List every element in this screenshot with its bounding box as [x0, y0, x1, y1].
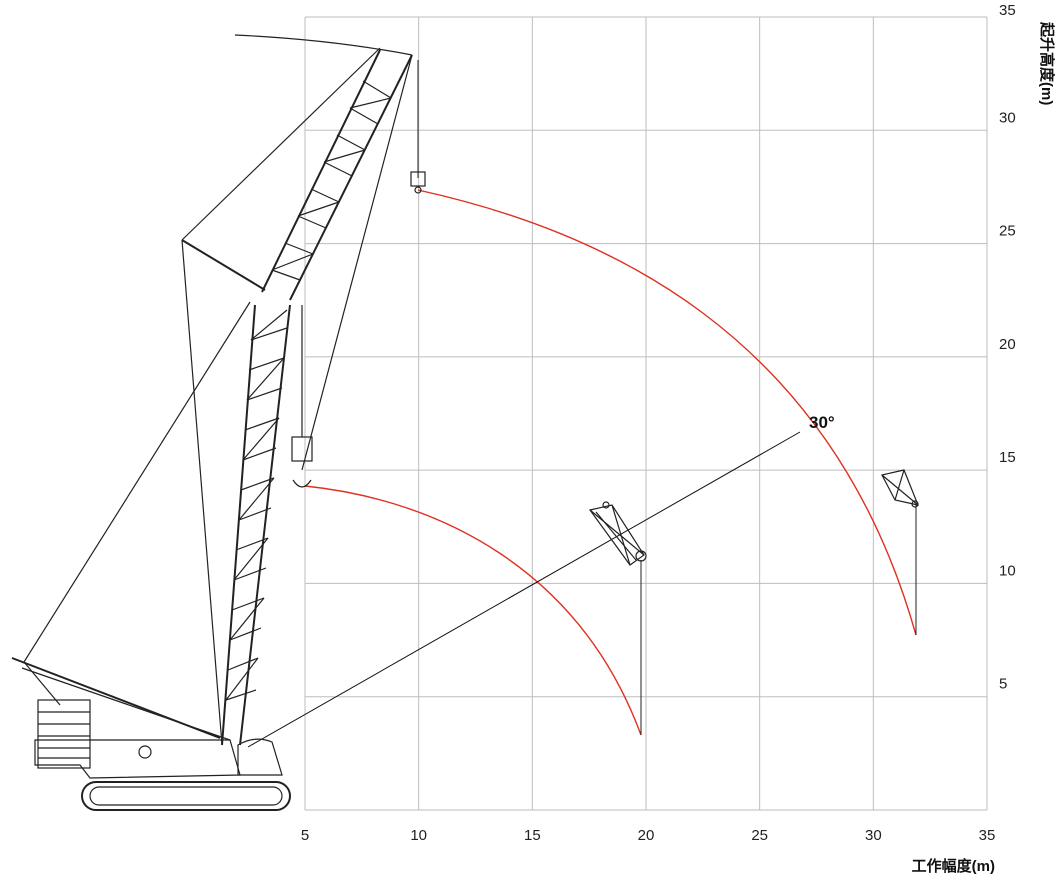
y-tick-label: 20	[999, 336, 1016, 353]
y-axis-title: 起升高度(m)	[1038, 21, 1056, 105]
y-tick-label: 15	[999, 449, 1016, 466]
working-range-arcs	[304, 189, 917, 736]
operator-cab	[237, 738, 283, 776]
x-tick-label: 5	[301, 827, 309, 844]
x-tick-label: 30	[865, 827, 882, 844]
y-axis-ticks: 5 10 15 20 25 30 35	[999, 2, 1016, 693]
main-boom-range-arc	[304, 485, 642, 736]
hook-lines	[417, 60, 917, 735]
auxiliary-hook-block	[410, 171, 426, 187]
luffing-jib	[261, 49, 413, 301]
counterweight-stack	[37, 699, 91, 769]
x-tick-label: 25	[751, 827, 768, 844]
y-tick-label: 25	[999, 223, 1016, 240]
angle-reference: 30°	[247, 413, 835, 748]
luffing-jib-range-arc	[417, 189, 917, 636]
y-tick-label: 5	[999, 676, 1007, 693]
main-boom	[221, 304, 291, 746]
crawler-crane	[11, 34, 426, 811]
y-tick-label: 10	[999, 562, 1016, 579]
x-axis-ticks: 5 10 15 20 25 30 35	[301, 827, 996, 844]
crawler-track	[81, 781, 291, 811]
chart-grid	[304, 16, 988, 811]
x-tick-label: 15	[524, 827, 541, 844]
jib-tip-figure-2	[881, 469, 919, 508]
thirty-degree-line	[247, 431, 801, 748]
crane-body	[34, 739, 241, 779]
angle-label: 30°	[809, 413, 835, 432]
jib-tip-figure-1	[588, 501, 647, 566]
x-tick-label: 20	[638, 827, 655, 844]
y-tick-label: 35	[999, 2, 1016, 19]
x-tick-label: 35	[979, 827, 996, 844]
main-hook-block	[291, 436, 313, 462]
x-axis-title: 工作幅度(m)	[912, 857, 995, 875]
x-tick-label: 10	[410, 827, 427, 844]
y-tick-label: 30	[999, 109, 1016, 126]
